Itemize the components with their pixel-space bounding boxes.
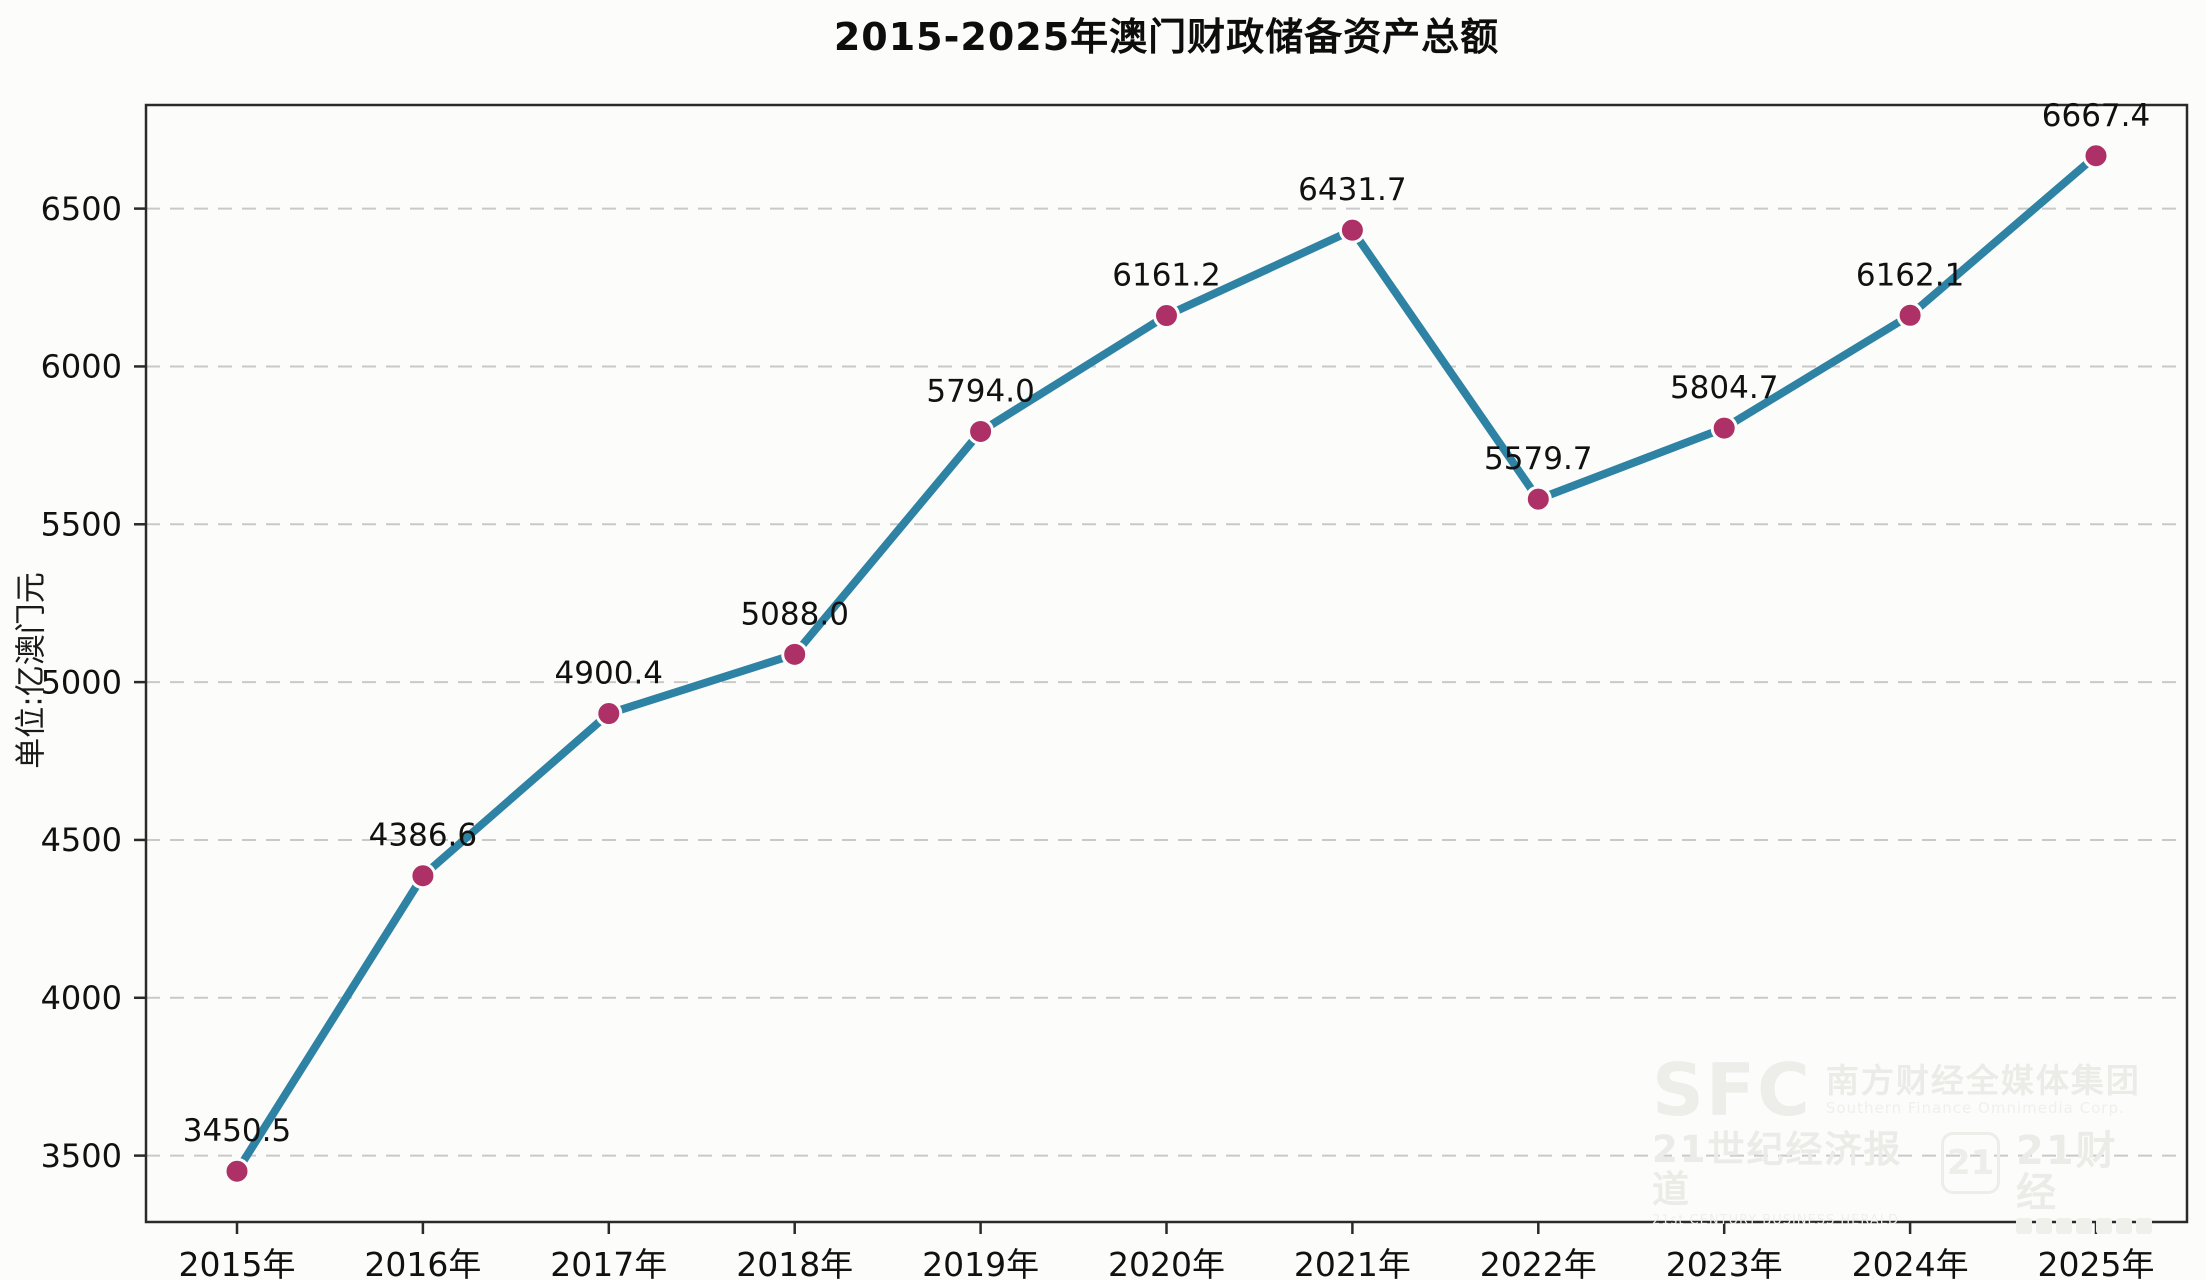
y-tick-label: 4000 — [41, 979, 122, 1017]
data-point-label: 5804.7 — [1670, 370, 1778, 406]
data-point — [595, 700, 623, 728]
x-tick-label: 2017年 — [550, 1245, 667, 1280]
data-point — [1524, 485, 1552, 513]
data-point-label: 5794.0 — [926, 373, 1034, 409]
data-point-label: 5088.0 — [740, 596, 848, 632]
data-point-label: 4900.4 — [555, 656, 663, 692]
x-tick-label: 2021年 — [1294, 1245, 1411, 1280]
data-point-label: 3450.5 — [183, 1113, 291, 1149]
data-point-label: 6431.7 — [1298, 172, 1406, 208]
chart-title: 2015-2025年澳门财政储备资产总额 — [833, 15, 1500, 59]
x-tick-label: 2020年 — [1108, 1245, 1225, 1280]
x-tick-label: 2015年 — [179, 1245, 296, 1280]
y-tick-label: 5500 — [41, 505, 122, 543]
y-tick-label: 5000 — [41, 663, 122, 701]
x-tick-label: 2022年 — [1480, 1245, 1597, 1280]
y-tick-label: 6000 — [41, 348, 122, 386]
data-point-label: 5579.7 — [1484, 441, 1592, 477]
x-tick-label: 2023年 — [1666, 1245, 1783, 1280]
data-point — [2082, 142, 2110, 170]
x-tick-label: 2016年 — [364, 1245, 481, 1280]
data-point — [223, 1157, 251, 1185]
data-point-label: 6162.1 — [1856, 257, 1964, 293]
data-point — [1896, 301, 1924, 329]
y-tick-label: 4500 — [41, 821, 122, 859]
x-tick-label: 2025年 — [2038, 1245, 2155, 1280]
y-tick-label: 3500 — [41, 1137, 122, 1175]
data-point — [1338, 216, 1366, 244]
y-tick-label: 6500 — [41, 190, 122, 228]
data-point — [781, 640, 809, 668]
data-point — [967, 417, 995, 445]
data-point — [1710, 414, 1738, 442]
data-point-label: 6161.2 — [1112, 258, 1220, 294]
data-point-label: 4386.6 — [369, 818, 477, 854]
data-point-label: 6667.4 — [2042, 98, 2150, 134]
x-tick-label: 2018年 — [736, 1245, 853, 1280]
x-tick-label: 2019年 — [922, 1245, 1039, 1280]
x-tick-label: 2024年 — [1852, 1245, 1969, 1280]
data-point — [409, 862, 437, 890]
data-point — [1153, 302, 1180, 330]
